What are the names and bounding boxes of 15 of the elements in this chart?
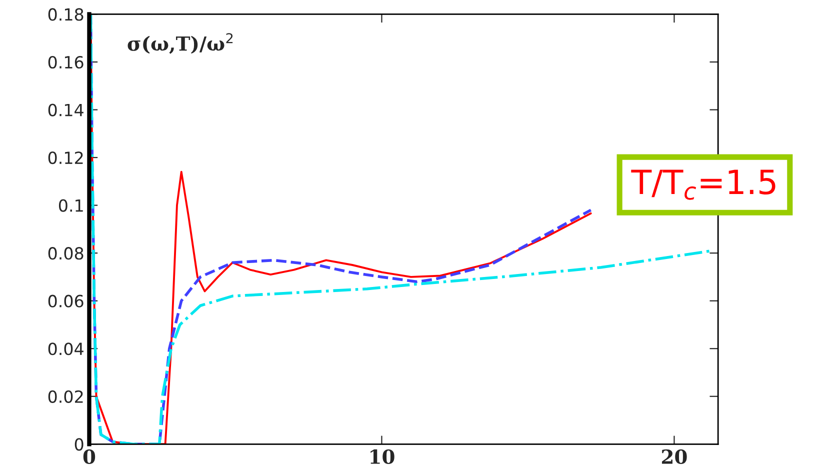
x-tick-label: 10 [370, 449, 394, 464]
x-tick-label: 0 [83, 449, 96, 464]
y-tick-label: 0.12 [48, 151, 83, 164]
y-tick-label: 0.14 [48, 104, 84, 116]
annotation: σ(ω,T)/ω$^{2}$ [128, 33, 233, 54]
y-tick-label: 0.02 [48, 390, 83, 403]
y-tick-label: 0.06 [48, 294, 84, 308]
x-tick-label: 20 [662, 449, 687, 464]
annotation: T/T$_{c}$=1.5 [631, 170, 776, 200]
y-tick-label: 0.16 [48, 56, 84, 69]
y-tick-label: 0.08 [48, 247, 84, 260]
y-tick-label: 0.1 [58, 199, 83, 212]
y-tick-label: 0.04 [48, 342, 84, 356]
y-tick-label: 0.18 [48, 8, 84, 21]
y-tick-label: 0 [74, 438, 84, 451]
